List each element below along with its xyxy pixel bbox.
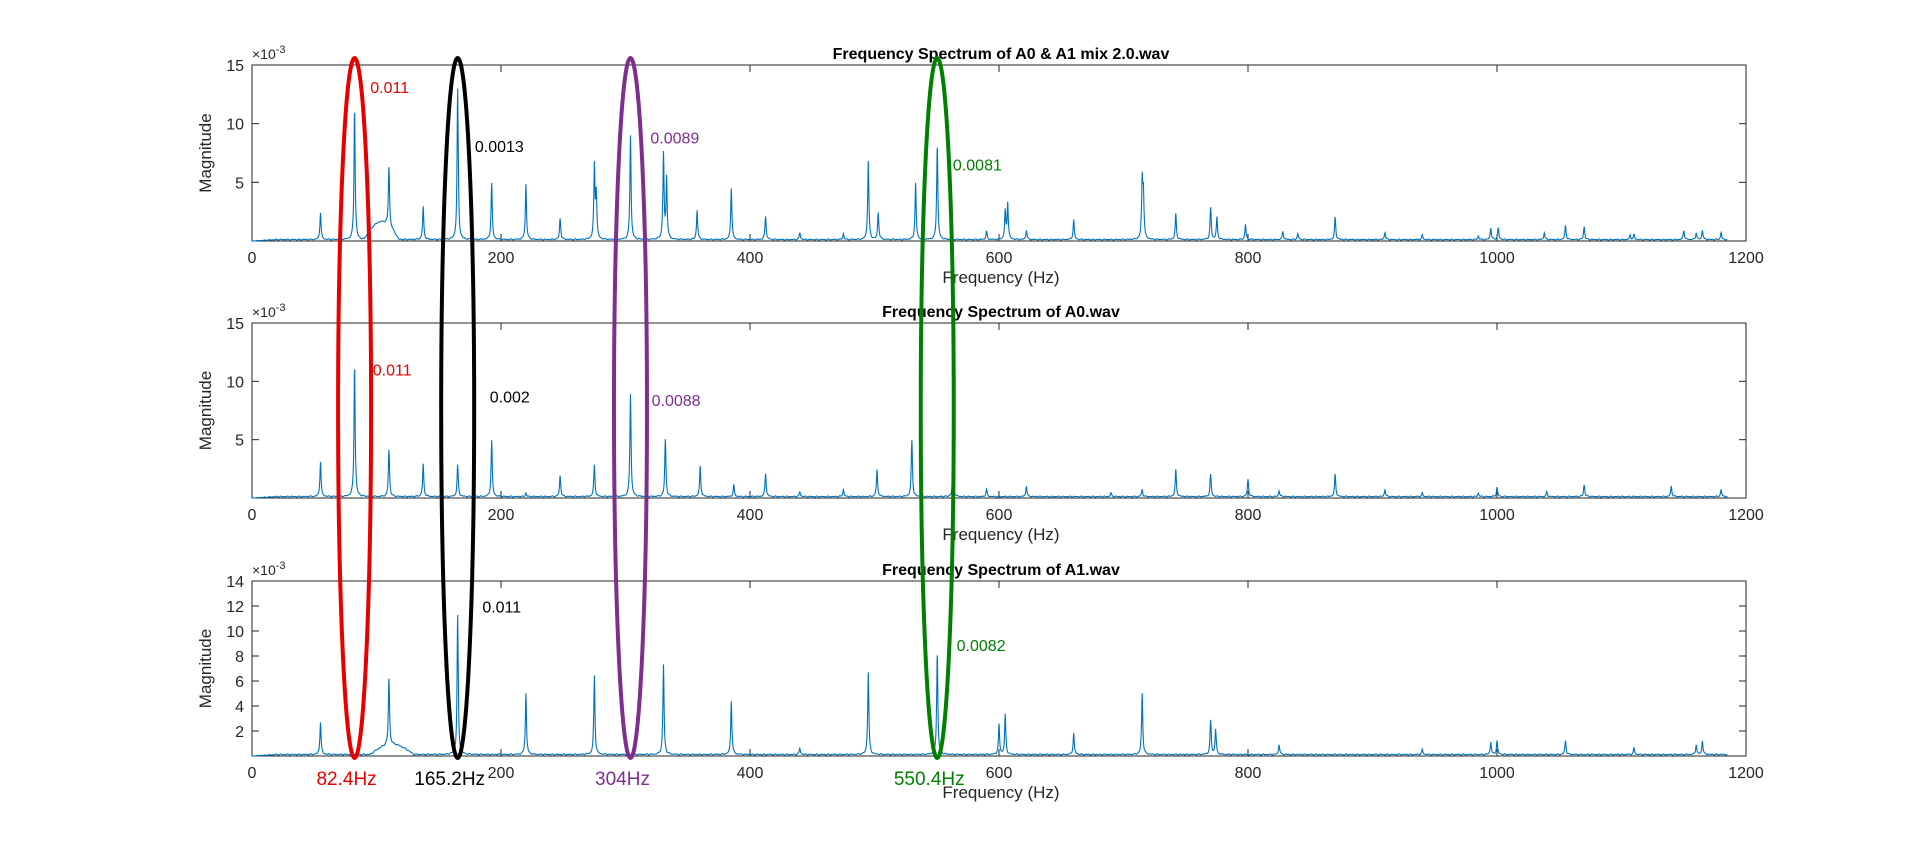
- x-tick-label: 600: [986, 250, 1013, 267]
- spectrum-panel-2: 0 200 400 600 800 1000 1200 5 10 15 ×10-3 Frequency…: [196, 302, 1764, 544]
- x-tick-label: 800: [1235, 765, 1262, 782]
- spectrum-panel-1: 0 200 400 600 800 1000 1200 5 10 15 ×10-3 Frequency…: [196, 44, 1764, 287]
- x-tick-label: 1000: [1479, 507, 1515, 524]
- x-tick-label: 0: [248, 250, 257, 267]
- highlight-ellipse: [611, 56, 649, 760]
- x-tick-label: 1000: [1479, 765, 1515, 782]
- x-tick-label: 600: [986, 507, 1013, 524]
- frequency-label: 165.2Hz: [414, 769, 485, 790]
- chart-title: Frequency Spectrum of A0.wav: [882, 304, 1120, 321]
- highlight-ellipse: [439, 56, 477, 760]
- x-tick-label: 0: [248, 765, 257, 782]
- x-tick-label: 1200: [1728, 765, 1764, 782]
- y-tick-label: 15: [226, 316, 244, 333]
- y-exponent-label: ×10-3: [252, 560, 286, 578]
- peak-annotation: 0.0081: [953, 158, 1002, 175]
- y-tick-label: 5: [235, 175, 244, 192]
- frequency-label: 550.4Hz: [894, 769, 965, 790]
- x-tick-label: 800: [1235, 507, 1262, 524]
- y-exponent-label: ×10-3: [252, 302, 286, 320]
- highlight-ellipse: [336, 56, 374, 760]
- x-tick-label: 400: [737, 507, 764, 524]
- peak-annotation: 0.002: [490, 389, 530, 406]
- plot-area: [251, 64, 1747, 242]
- y-tick-label: 8: [235, 649, 244, 666]
- y-tick-label: 6: [235, 674, 244, 691]
- y-tick-label: 14: [226, 574, 244, 591]
- x-axis-label: Frequency (Hz): [942, 525, 1059, 544]
- y-tick-label: 10: [226, 624, 244, 641]
- y-tick-label: 10: [226, 117, 244, 134]
- x-tick-label: 1000: [1479, 250, 1515, 267]
- highlight-ellipse: [918, 56, 956, 760]
- x-tick-label: 400: [737, 250, 764, 267]
- y-tick-label: 4: [235, 699, 244, 716]
- frequency-label: 304Hz: [595, 769, 650, 790]
- x-tick-label: 1200: [1728, 250, 1764, 267]
- chart-title: Frequency Spectrum of A1.wav: [882, 562, 1120, 579]
- x-tick-label: 200: [488, 507, 515, 524]
- exponent-power: -3: [276, 302, 286, 314]
- exponent-power: -3: [276, 560, 286, 572]
- y-tick-label: 5: [235, 433, 244, 450]
- x-tick-label: 200: [488, 250, 515, 267]
- spectrum-line: [252, 88, 1728, 242]
- x-tick-label: 600: [986, 765, 1013, 782]
- y-axis-label: Magnitude: [196, 371, 215, 450]
- chart-title: Frequency Spectrum of A0 & A1 mix 2.0.wa…: [833, 46, 1170, 63]
- x-tick-label: 200: [488, 765, 515, 782]
- x-tick-label: 400: [737, 765, 764, 782]
- exponent-base: ×10: [252, 46, 276, 62]
- peak-annotation: 0.011: [482, 599, 521, 616]
- spectrum-line: [252, 614, 1728, 757]
- peak-annotation: 0.0089: [650, 131, 699, 148]
- peak-annotation: 0.011: [370, 80, 409, 97]
- y-tick-label: 2: [235, 724, 244, 741]
- y-tick-label: 10: [226, 374, 244, 391]
- x-axis-label: Frequency (Hz): [942, 783, 1059, 802]
- peak-annotation: 0.0082: [957, 638, 1006, 655]
- exponent-power: -3: [276, 44, 286, 56]
- x-tick-label: 1200: [1728, 507, 1764, 524]
- peak-annotation: 0.011: [373, 363, 412, 380]
- x-tick-label: 0: [248, 507, 257, 524]
- frequency-label: 82.4Hz: [316, 769, 376, 790]
- spectrum-panel-3: 0 200 400 600 800 1000 1200 2 4 6 8 10 12 14 ×10-3 Freq…: [196, 560, 1764, 802]
- y-tick-label: 12: [226, 599, 244, 616]
- exponent-base: ×10: [252, 562, 276, 578]
- peak-annotation: 0.0013: [475, 139, 524, 156]
- peak-annotation: 0.0088: [652, 393, 701, 410]
- spectrum-line: [252, 369, 1728, 499]
- y-tick-label: 15: [226, 58, 244, 75]
- y-exponent-label: ×10-3: [252, 44, 286, 62]
- x-tick-label: 800: [1235, 250, 1262, 267]
- highlight-overlay: 82.4Hz 165.2Hz 304Hz 550.4Hz: [316, 56, 965, 790]
- exponent-base: ×10: [252, 304, 276, 320]
- y-axis-label: Magnitude: [196, 113, 215, 192]
- x-axis-label: Frequency (Hz): [942, 268, 1059, 287]
- y-axis-label: Magnitude: [196, 629, 215, 708]
